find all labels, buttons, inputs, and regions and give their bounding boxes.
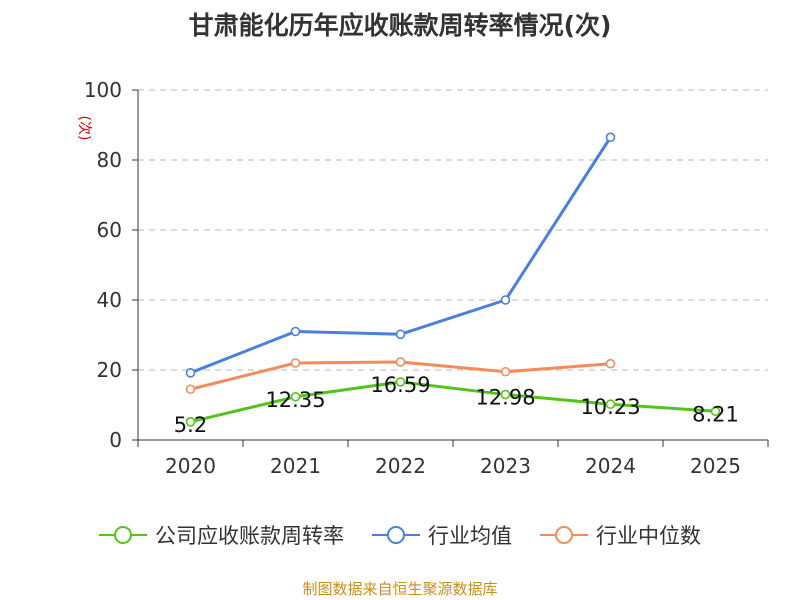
x-tick-label: 2023	[480, 454, 531, 478]
chart-title: 甘肃能化历年应收账款周转率情况(次)	[188, 11, 612, 40]
y-tick-label: 20	[97, 358, 122, 382]
data-point	[500, 389, 511, 400]
data-point	[185, 384, 196, 395]
data-point	[290, 391, 301, 402]
legend-label-industry-mean: 行业均值	[428, 524, 512, 548]
data-point	[395, 357, 406, 367]
data-point	[395, 329, 406, 340]
legend-item-industry-median[interactable]: 行业中位数	[540, 520, 701, 550]
data-point	[605, 132, 616, 143]
y-tick-label: 80	[97, 148, 122, 172]
data-point	[290, 358, 301, 368]
legend: 公司应收账款周转率 行业均值 行业中位数	[0, 520, 800, 550]
y-tick-label: 0	[109, 428, 122, 452]
legend-label-industry-median: 行业中位数	[596, 524, 701, 548]
source-note: 制图数据来自恒生聚源数据库	[302, 580, 498, 598]
data-point	[605, 358, 616, 369]
y-tick-label: 100	[84, 78, 122, 102]
data-label: 5.2	[174, 413, 207, 437]
y-tick-label: 40	[97, 288, 122, 312]
data-point	[290, 326, 301, 337]
x-tick-label: 2020	[165, 454, 216, 478]
legend-label-company: 公司应收账款周转率	[155, 524, 344, 548]
data-point	[500, 295, 511, 305]
data-label: 10.23	[580, 395, 640, 419]
legend-item-company[interactable]: 公司应收账款周转率	[99, 520, 344, 550]
data-label: 16.59	[370, 373, 430, 397]
data-point	[395, 377, 406, 387]
x-tick-label: 2025	[690, 454, 741, 478]
legend-marker-industry-mean	[372, 526, 420, 544]
series-line-0	[190, 380, 716, 424]
data-point	[185, 367, 196, 378]
legend-marker-industry-median	[540, 526, 588, 544]
data-label: 12.35	[265, 388, 325, 412]
legend-item-industry-mean[interactable]: 行业均值	[372, 520, 512, 550]
x-tick-label: 2024	[585, 454, 636, 478]
x-tick-label: 2021	[270, 454, 321, 478]
data-label: 12.98	[475, 386, 535, 410]
data-point	[605, 399, 616, 409]
data-point	[185, 416, 196, 427]
x-tick-label: 2022	[375, 454, 426, 478]
legend-marker-company	[99, 526, 147, 544]
y-axis-unit: (次)	[76, 116, 92, 141]
y-tick-label: 60	[97, 218, 122, 242]
data-label: 8.21	[692, 402, 739, 426]
data-point	[500, 366, 511, 377]
data-point	[710, 406, 721, 417]
